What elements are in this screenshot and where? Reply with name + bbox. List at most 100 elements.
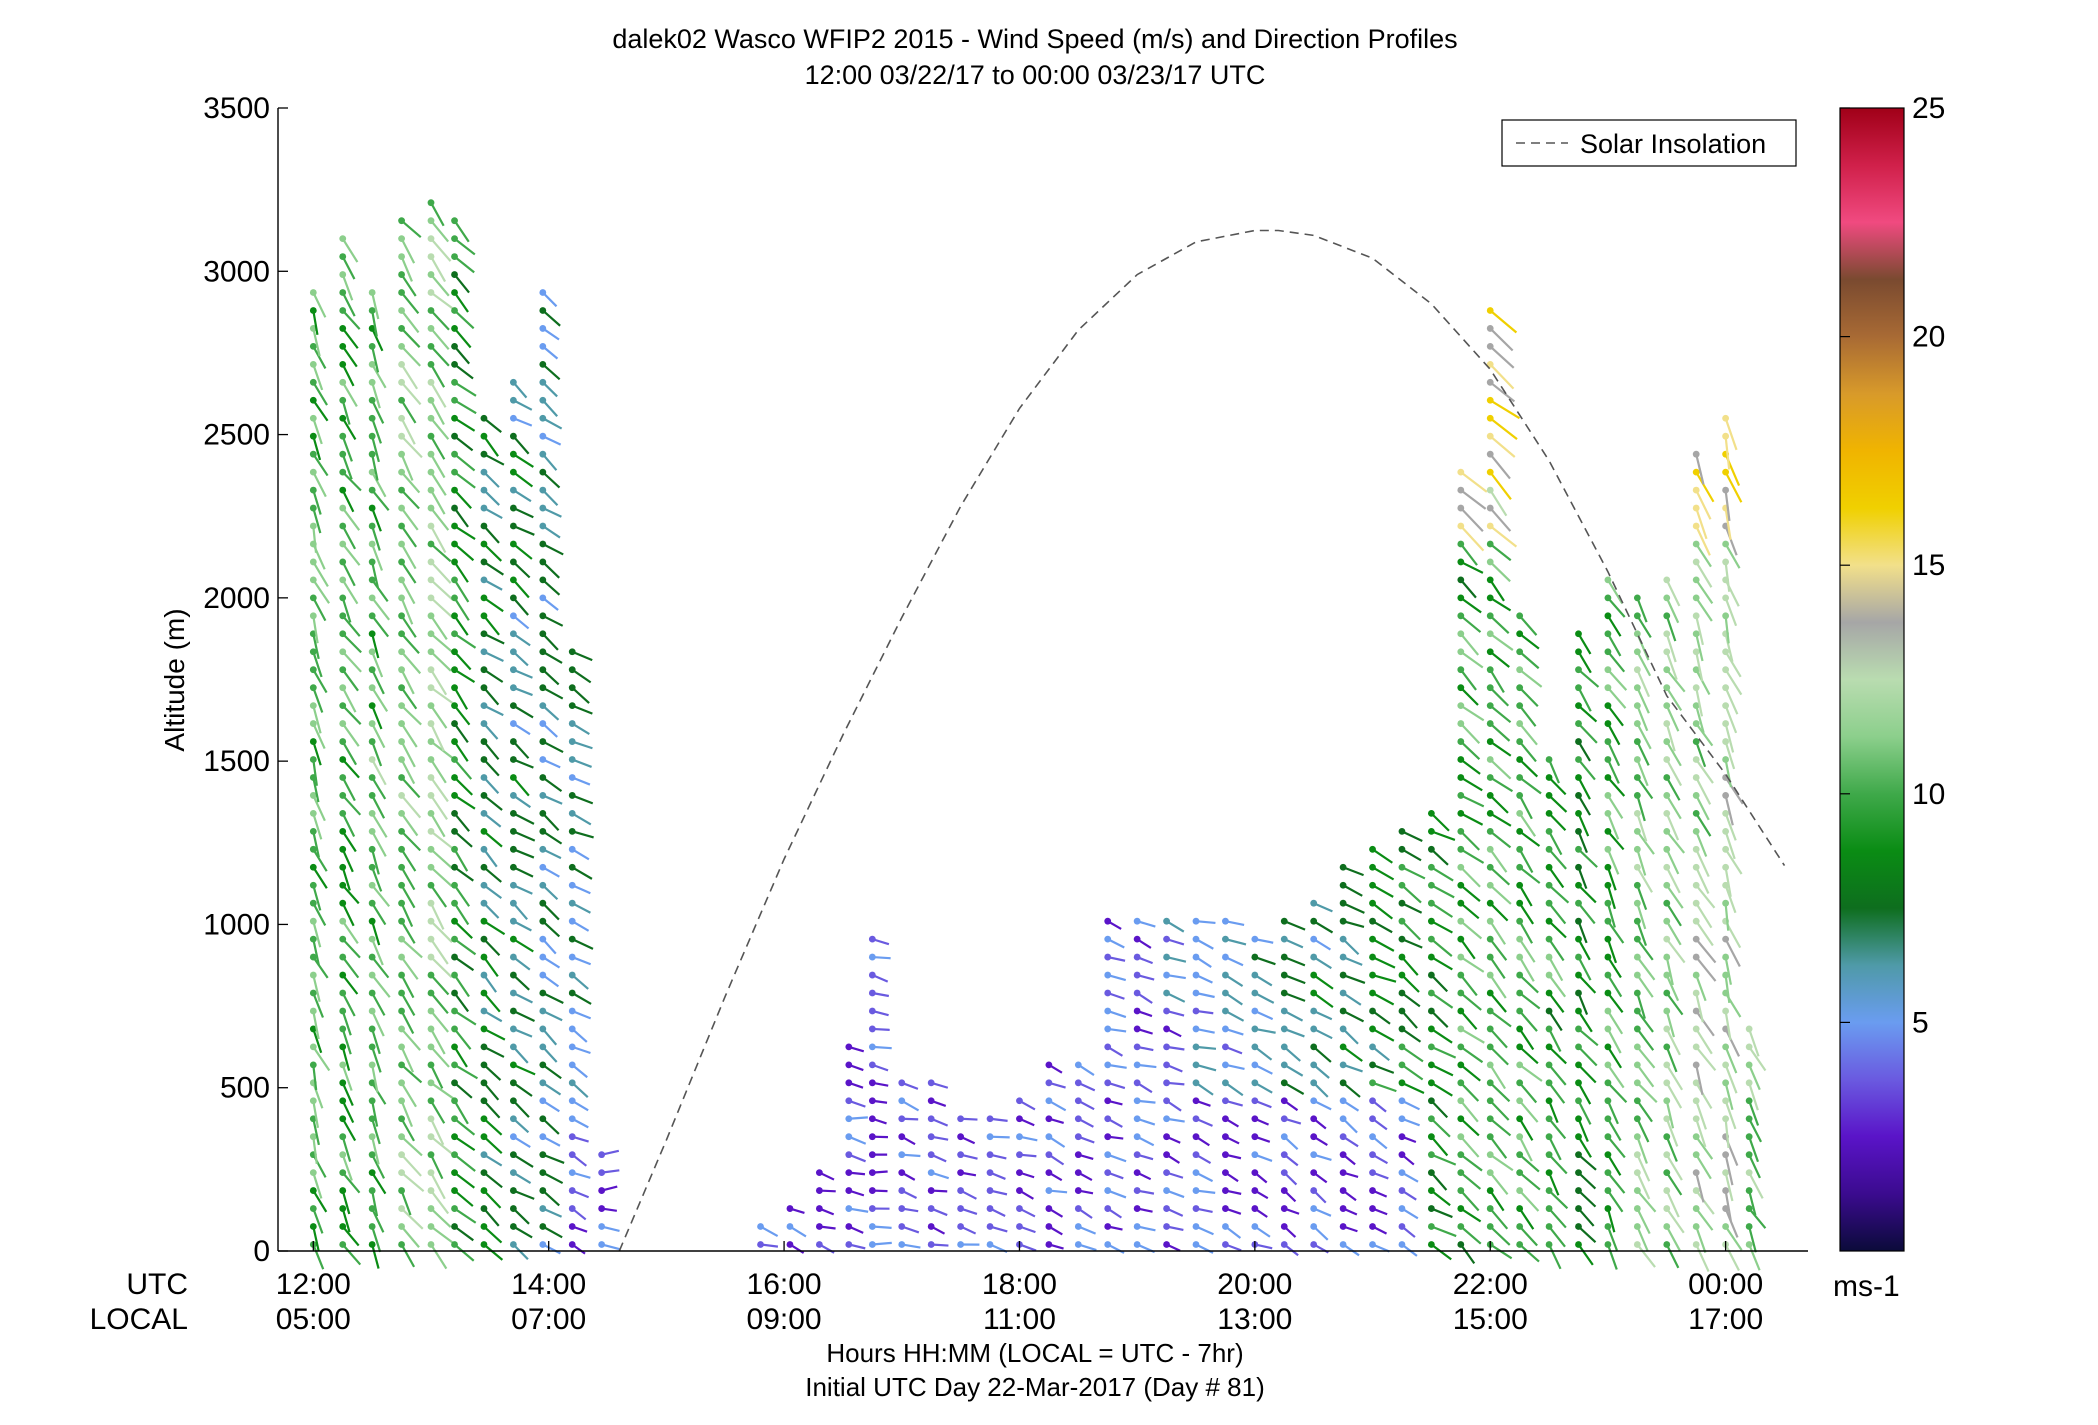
wind-barb-point [451, 899, 458, 907]
wind-barb-shaft [512, 543, 533, 560]
wind-barb-shaft [1636, 1100, 1653, 1123]
wind-barb-shaft [1577, 1189, 1597, 1208]
wind-barb-point [1457, 594, 1465, 602]
wind-barb-shaft [1636, 1028, 1655, 1051]
wind-barb-shaft [1665, 1118, 1679, 1147]
wind-barb-point [398, 971, 405, 979]
wind-barb-point [1016, 1223, 1023, 1230]
wind-barb-point [427, 199, 435, 207]
wind-barb-shaft [1371, 1046, 1390, 1062]
wind-barb-shaft [1372, 1081, 1397, 1093]
wind-barb-shaft [1518, 758, 1539, 778]
wind-barb-point [309, 899, 317, 907]
wind-barb-point [427, 863, 435, 871]
wind-barb-point [1633, 648, 1641, 656]
wind-barb-point [1369, 1079, 1376, 1087]
wind-barb-point [309, 468, 317, 476]
wind-barb-point [398, 217, 405, 225]
wind-barb-shaft [483, 417, 502, 433]
wind-barb-point [1575, 1007, 1582, 1015]
wind-barb-point [1663, 881, 1671, 889]
wind-barb-point [1486, 881, 1494, 889]
wind-barb-shaft [1577, 1010, 1593, 1033]
wind-barb-shaft [1548, 1172, 1560, 1196]
wind-barb-point [1398, 1133, 1406, 1141]
wind-barb-point [1104, 1115, 1112, 1123]
wind-barb-shaft [1430, 974, 1449, 993]
wind-barb-point [1516, 1223, 1524, 1230]
wind-barb-shaft [1665, 1028, 1681, 1056]
wind-barb-point [1722, 468, 1730, 476]
wind-barb-point [427, 486, 435, 494]
wind-barb-point [1427, 1187, 1435, 1194]
wind-barb-point [339, 792, 347, 799]
wind-barb-point [480, 1223, 488, 1230]
wind-barb-shaft [1665, 902, 1682, 927]
wind-barb-point [1104, 1079, 1112, 1087]
wind-barb-point [1280, 953, 1288, 961]
wind-barb-point [539, 1043, 547, 1051]
wind-barb-shaft [1283, 1027, 1305, 1038]
wind-barb-shaft [1548, 866, 1565, 889]
wind-barb-point [568, 917, 576, 925]
wind-barb-shaft [512, 758, 534, 769]
wind-barb-point [539, 432, 547, 440]
wind-barb-point [1133, 1151, 1141, 1159]
wind-barb-shaft [1401, 920, 1422, 941]
wind-barb-shaft [1548, 938, 1565, 962]
wind-barb-shaft [1548, 1244, 1562, 1270]
wind-barb-point [898, 1079, 906, 1087]
wind-barb-shaft [571, 794, 594, 805]
wind-barb-point [1339, 863, 1347, 871]
wind-barb-shaft [1665, 1082, 1683, 1109]
wind-barb-point [1457, 504, 1465, 512]
wind-barb-shaft [400, 1028, 421, 1051]
wind-barb-point [1427, 1241, 1435, 1248]
wind-barb-point [1486, 307, 1494, 314]
wind-barb-point [339, 342, 347, 350]
wind-barb-point [451, 1007, 458, 1015]
wind-barb-point [1486, 863, 1494, 871]
wind-barb-point [427, 720, 435, 727]
wind-barb-point [1516, 756, 1524, 763]
wind-barb-shaft [1724, 1082, 1734, 1111]
wind-barb-point [1663, 594, 1671, 602]
wind-barb-point [1163, 1043, 1170, 1051]
wind-barb-point [398, 917, 405, 925]
wind-barb-point [1016, 1187, 1023, 1194]
wind-barb-point [1663, 1151, 1671, 1159]
wind-barb-point [398, 396, 405, 404]
wind-barb-point [427, 1241, 435, 1248]
wind-barb-shaft [341, 758, 360, 779]
wind-barb-point [568, 1043, 576, 1051]
wind-barb-shaft [1606, 866, 1617, 891]
wind-barb-shaft [1342, 1081, 1361, 1098]
wind-barb-shaft [1748, 1118, 1763, 1143]
wind-barb-shaft [430, 866, 453, 887]
wind-barb-point [1663, 720, 1671, 727]
wind-barb-point [1745, 1187, 1753, 1194]
wind-barb-point [845, 1079, 853, 1087]
wind-barb-point [427, 342, 435, 350]
wind-barb-point [1545, 809, 1553, 817]
wind-barb-point [398, 702, 405, 710]
wind-barb-point [1133, 1007, 1141, 1015]
wind-barb-shaft [1665, 651, 1678, 680]
wind-barb-point [568, 989, 576, 997]
wind-barb-point [539, 648, 547, 656]
wind-barb-shaft [1724, 1243, 1740, 1272]
wind-barb-point [427, 540, 435, 548]
wind-barb-point [1663, 1061, 1671, 1069]
wind-barb-shaft [571, 992, 592, 1005]
wind-barb-point [1074, 1151, 1082, 1159]
wind-barb-point [309, 378, 317, 386]
wind-barb-point [1722, 1115, 1730, 1123]
wind-barb-point [1427, 1025, 1435, 1033]
wind-barb-shaft [542, 1009, 563, 1022]
wind-barb-point [539, 1187, 547, 1194]
wind-barb-point [1104, 1061, 1112, 1069]
wind-barb-shaft [1695, 1010, 1715, 1037]
wind-barb-point [568, 881, 576, 889]
wind-barb-point [1745, 1025, 1753, 1033]
wind-barb-point [1604, 953, 1612, 961]
